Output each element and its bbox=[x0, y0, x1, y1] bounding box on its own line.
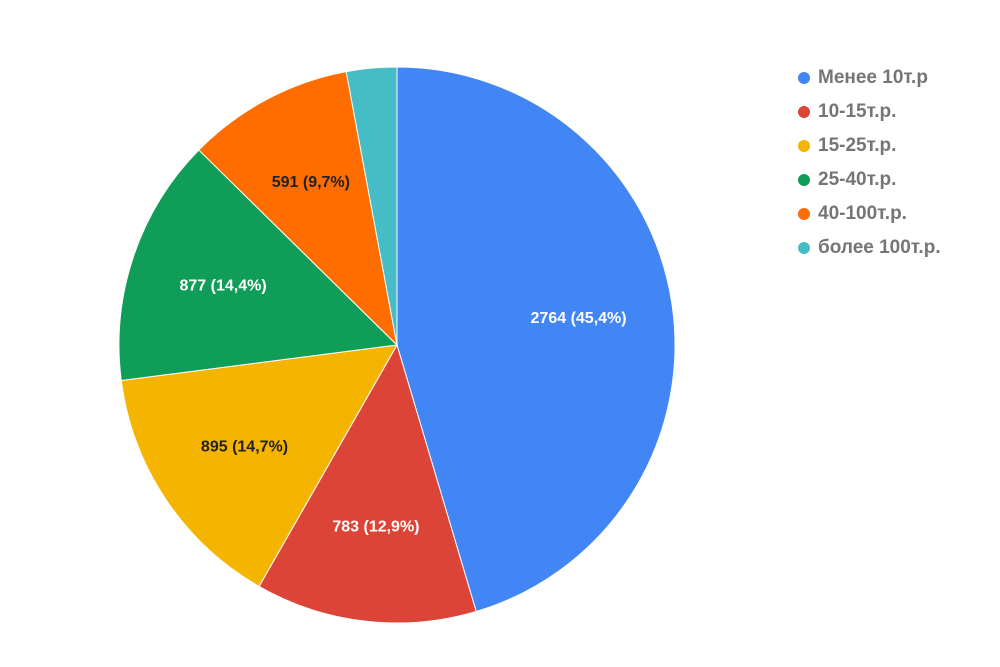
legend-label: 25-40т.р. bbox=[818, 169, 896, 190]
pie-slice bbox=[120, 344, 398, 588]
value-label: 783 (12,9%) bbox=[332, 518, 419, 535]
legend-label: более 100т.р. bbox=[818, 237, 941, 258]
value-label: 877 (14,4%) bbox=[180, 278, 267, 295]
legend-swatch bbox=[798, 72, 810, 84]
legend-swatch bbox=[798, 174, 810, 186]
legend-label: 15-25т.р. bbox=[818, 135, 896, 156]
legend-swatch bbox=[798, 106, 810, 118]
pie-slice bbox=[396, 66, 676, 613]
legend-swatch bbox=[798, 208, 810, 220]
legend-swatch bbox=[798, 242, 810, 254]
legend-label: Менее 10т.р bbox=[818, 67, 928, 88]
value-label: 2764 (45,4%) bbox=[531, 310, 627, 327]
legend-label: 10-15т.р. bbox=[818, 101, 896, 122]
pie-slice bbox=[258, 343, 477, 624]
pie-slice bbox=[118, 149, 399, 382]
value-label: 895 (14,7%) bbox=[201, 438, 288, 455]
pie-slice bbox=[345, 66, 398, 346]
value-label: 591 (9,7%) bbox=[272, 174, 350, 191]
legend-swatch bbox=[798, 140, 810, 152]
legend-label: 40-100т.р. bbox=[818, 203, 907, 224]
pie-slice bbox=[198, 71, 398, 347]
